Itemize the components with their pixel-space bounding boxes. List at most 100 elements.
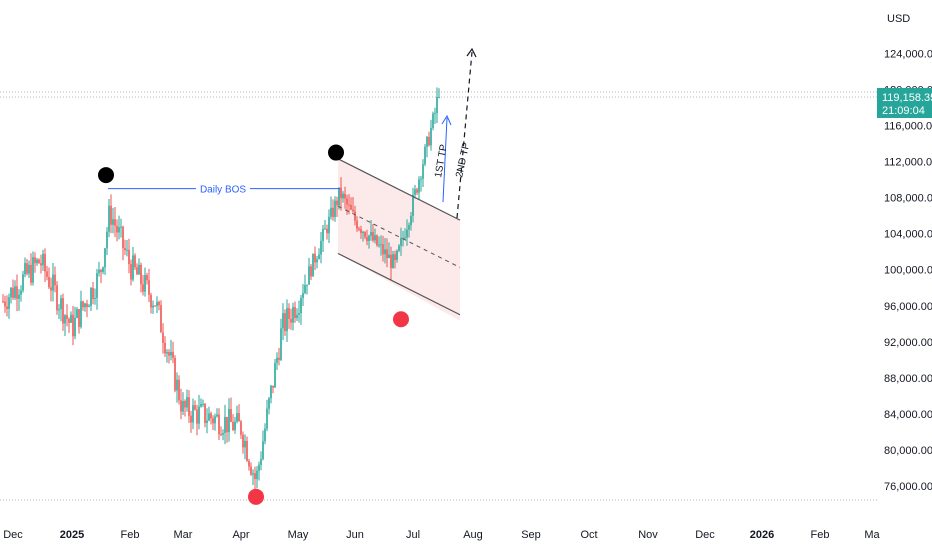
candle-body (50, 287, 52, 291)
candle-body (256, 470, 258, 480)
candle-body (138, 264, 140, 275)
y-tick-label: 80,000.00 (884, 445, 932, 457)
x-tick-label: Oct (580, 529, 597, 541)
candle-body (220, 434, 222, 436)
y-tick-label: 116,000.00 (884, 121, 932, 133)
candle-body (286, 308, 288, 332)
candle-body (290, 318, 292, 323)
candle-body (134, 255, 136, 268)
candle-body (106, 231, 108, 249)
candle-body (22, 274, 24, 291)
candle-body (316, 259, 318, 263)
candle-body (10, 287, 12, 298)
candle-body (94, 298, 96, 300)
x-tick-label: Dec (3, 529, 23, 541)
candle-body (4, 301, 6, 307)
candle-body (154, 305, 156, 307)
x-tick-label: May (288, 529, 309, 541)
y-tick-label: 124,000.00 (884, 48, 932, 60)
first-tp-arrowhead (441, 114, 452, 126)
candle-body (378, 244, 380, 246)
candle-body (86, 303, 88, 308)
candle-body (82, 301, 84, 308)
candle-body (32, 257, 34, 283)
y-tick-label: 76,000.00 (884, 481, 932, 493)
swing-low-marker (248, 488, 264, 505)
candle-body (390, 254, 392, 268)
candle-body (198, 406, 200, 424)
candle-body (194, 405, 196, 410)
candle-body (52, 274, 54, 291)
candle-body (6, 306, 8, 310)
candle-body (24, 263, 26, 275)
candle-body (438, 97, 440, 99)
swing-high-marker (328, 144, 344, 161)
candle-body (104, 248, 106, 268)
candle-body (404, 237, 406, 239)
candle-body (420, 178, 422, 180)
candle-body (118, 227, 120, 233)
candle-body (120, 226, 122, 228)
x-tick-label: Ma (864, 529, 880, 541)
candle-body (278, 357, 280, 360)
candle-body (426, 137, 428, 147)
candle-body (78, 309, 80, 327)
candle-body (16, 286, 18, 299)
candle-body (264, 428, 266, 442)
candle-body (262, 441, 264, 460)
candle-body (60, 298, 62, 310)
candle-body (12, 287, 14, 298)
x-tick-label: Mar (174, 529, 193, 541)
candle-body (298, 312, 300, 315)
candle-body (58, 309, 60, 311)
candle-body (428, 137, 430, 146)
candle-body (394, 254, 396, 261)
candle-body (202, 403, 204, 405)
candle-body (266, 408, 268, 429)
candle-body (282, 313, 284, 329)
candle-body (310, 266, 312, 277)
candle-body (116, 225, 118, 233)
candle-body (66, 315, 68, 319)
x-tick-label: 2026 (750, 529, 774, 541)
candle-body (244, 440, 246, 448)
channel-upper-line (337, 158, 461, 221)
candle-body (342, 193, 344, 199)
candle-body (158, 302, 160, 306)
candle-body (100, 269, 102, 272)
candle-body (28, 264, 30, 274)
candle-body (122, 226, 124, 248)
candle-body (70, 314, 72, 323)
candle-body (276, 357, 278, 364)
candle-body (186, 397, 188, 408)
candle-body (434, 113, 436, 115)
candle-body (382, 244, 384, 255)
price-axis[interactable]: 124,000.00120,000.00116,000.00112,000.00… (884, 13, 932, 493)
y-tick-label: 84,000.00 (884, 409, 932, 421)
candle-body (366, 237, 368, 241)
candle-body (74, 317, 76, 337)
candle-body (42, 253, 44, 266)
candle-body (84, 303, 86, 308)
candle-body (44, 253, 46, 272)
candle-body (308, 266, 310, 285)
y-tick-label: 88,000.00 (884, 373, 932, 385)
candle-body (88, 305, 90, 308)
candle-body (18, 294, 20, 299)
candle-body (386, 249, 388, 259)
candle-body (212, 418, 214, 424)
candle-body (332, 207, 334, 217)
candle-body (62, 298, 64, 324)
time-axis[interactable]: Dec 2025 Feb Mar Apr May Jun Jul Aug Sep Oct Nov Dec… (3, 529, 880, 541)
swing-low-marker (393, 311, 409, 328)
x-tick-label: Aug (463, 529, 483, 541)
candle-body (228, 408, 230, 433)
candle-body (152, 305, 154, 308)
candle-body (218, 414, 220, 435)
x-tick-label: Feb (811, 529, 830, 541)
candle-body (126, 249, 128, 251)
currency-label[interactable]: USD (887, 13, 910, 25)
candle-body (380, 244, 382, 246)
candle-body (304, 285, 306, 294)
